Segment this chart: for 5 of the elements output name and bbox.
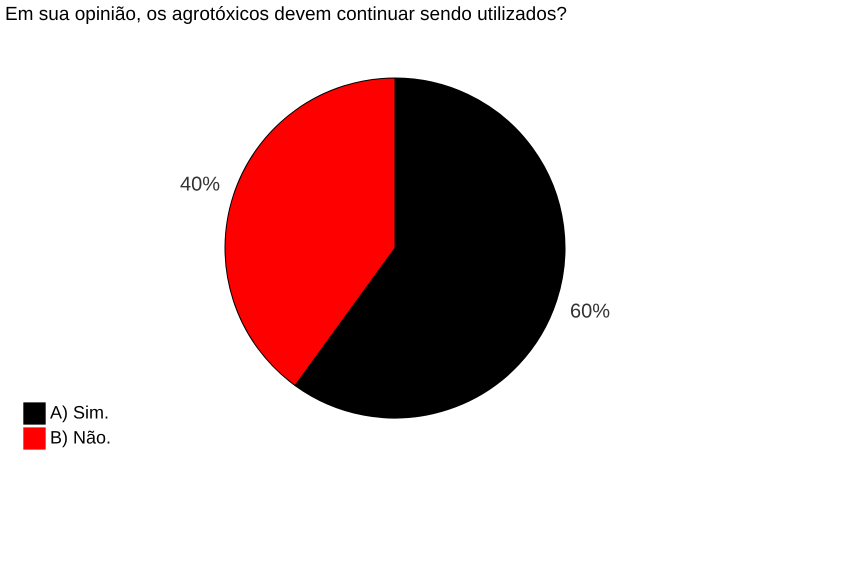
legend-label: B) Não. (50, 428, 112, 448)
data-label: 60% (570, 300, 610, 322)
chart-title: Em sua opinião, os agrotóxicos devem continuar sendo utilizados? (5, 4, 567, 25)
data-label: 40% (180, 174, 220, 196)
legend-label: A) Sim. (50, 402, 110, 422)
